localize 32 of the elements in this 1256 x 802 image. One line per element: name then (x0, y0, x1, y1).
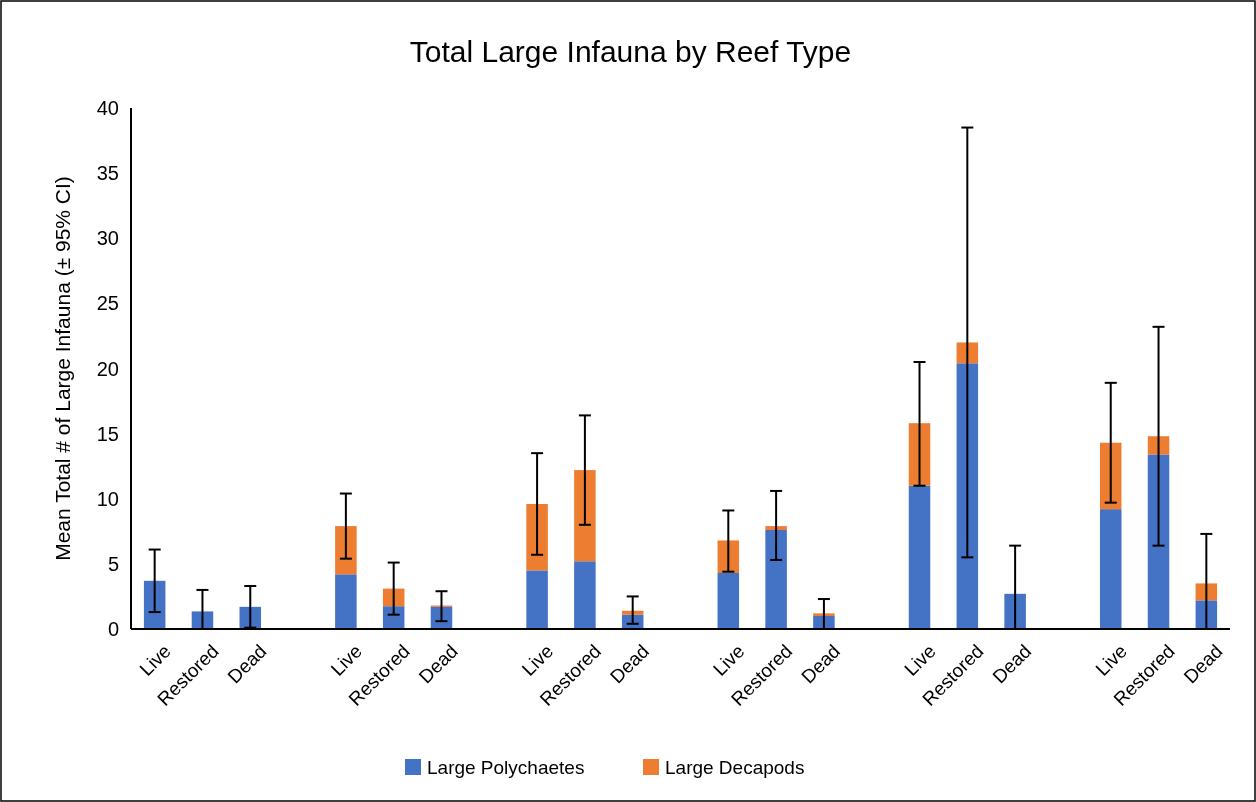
bar (1147, 454, 1170, 629)
bar (956, 363, 979, 629)
y-axis-title: Mean Total # of Large Infauna (± 95% CI) (51, 176, 74, 561)
y-tick-label: 20 (96, 357, 119, 380)
bar (1099, 442, 1122, 510)
y-tick-label: 5 (107, 552, 119, 575)
bar (1099, 509, 1122, 629)
bar (908, 485, 931, 629)
bar (574, 561, 596, 629)
y-tick-label: 25 (96, 292, 119, 315)
bar (621, 610, 644, 615)
bar (526, 503, 548, 571)
chart-title: Total Large Infauna by Reef Type (409, 35, 852, 68)
y-tick-label: 40 (96, 97, 119, 119)
y-tick-label: 30 (96, 227, 119, 250)
bar (335, 526, 357, 575)
bar (813, 613, 835, 616)
bar (335, 574, 357, 629)
y-tick-label: 35 (96, 162, 119, 185)
bar (382, 606, 405, 629)
bar (526, 570, 548, 629)
bar (717, 572, 740, 629)
legend-label: Large Decapods (665, 756, 805, 778)
y-tick-label: 15 (96, 422, 119, 445)
legend-label: Large Polychaetes (427, 756, 585, 778)
bar (143, 580, 166, 629)
y-tick-label: 0 (107, 618, 119, 640)
bar (765, 526, 787, 531)
bar (574, 470, 596, 562)
bar (1004, 593, 1026, 629)
bar (765, 530, 787, 629)
y-tick-label: 10 (96, 487, 119, 510)
